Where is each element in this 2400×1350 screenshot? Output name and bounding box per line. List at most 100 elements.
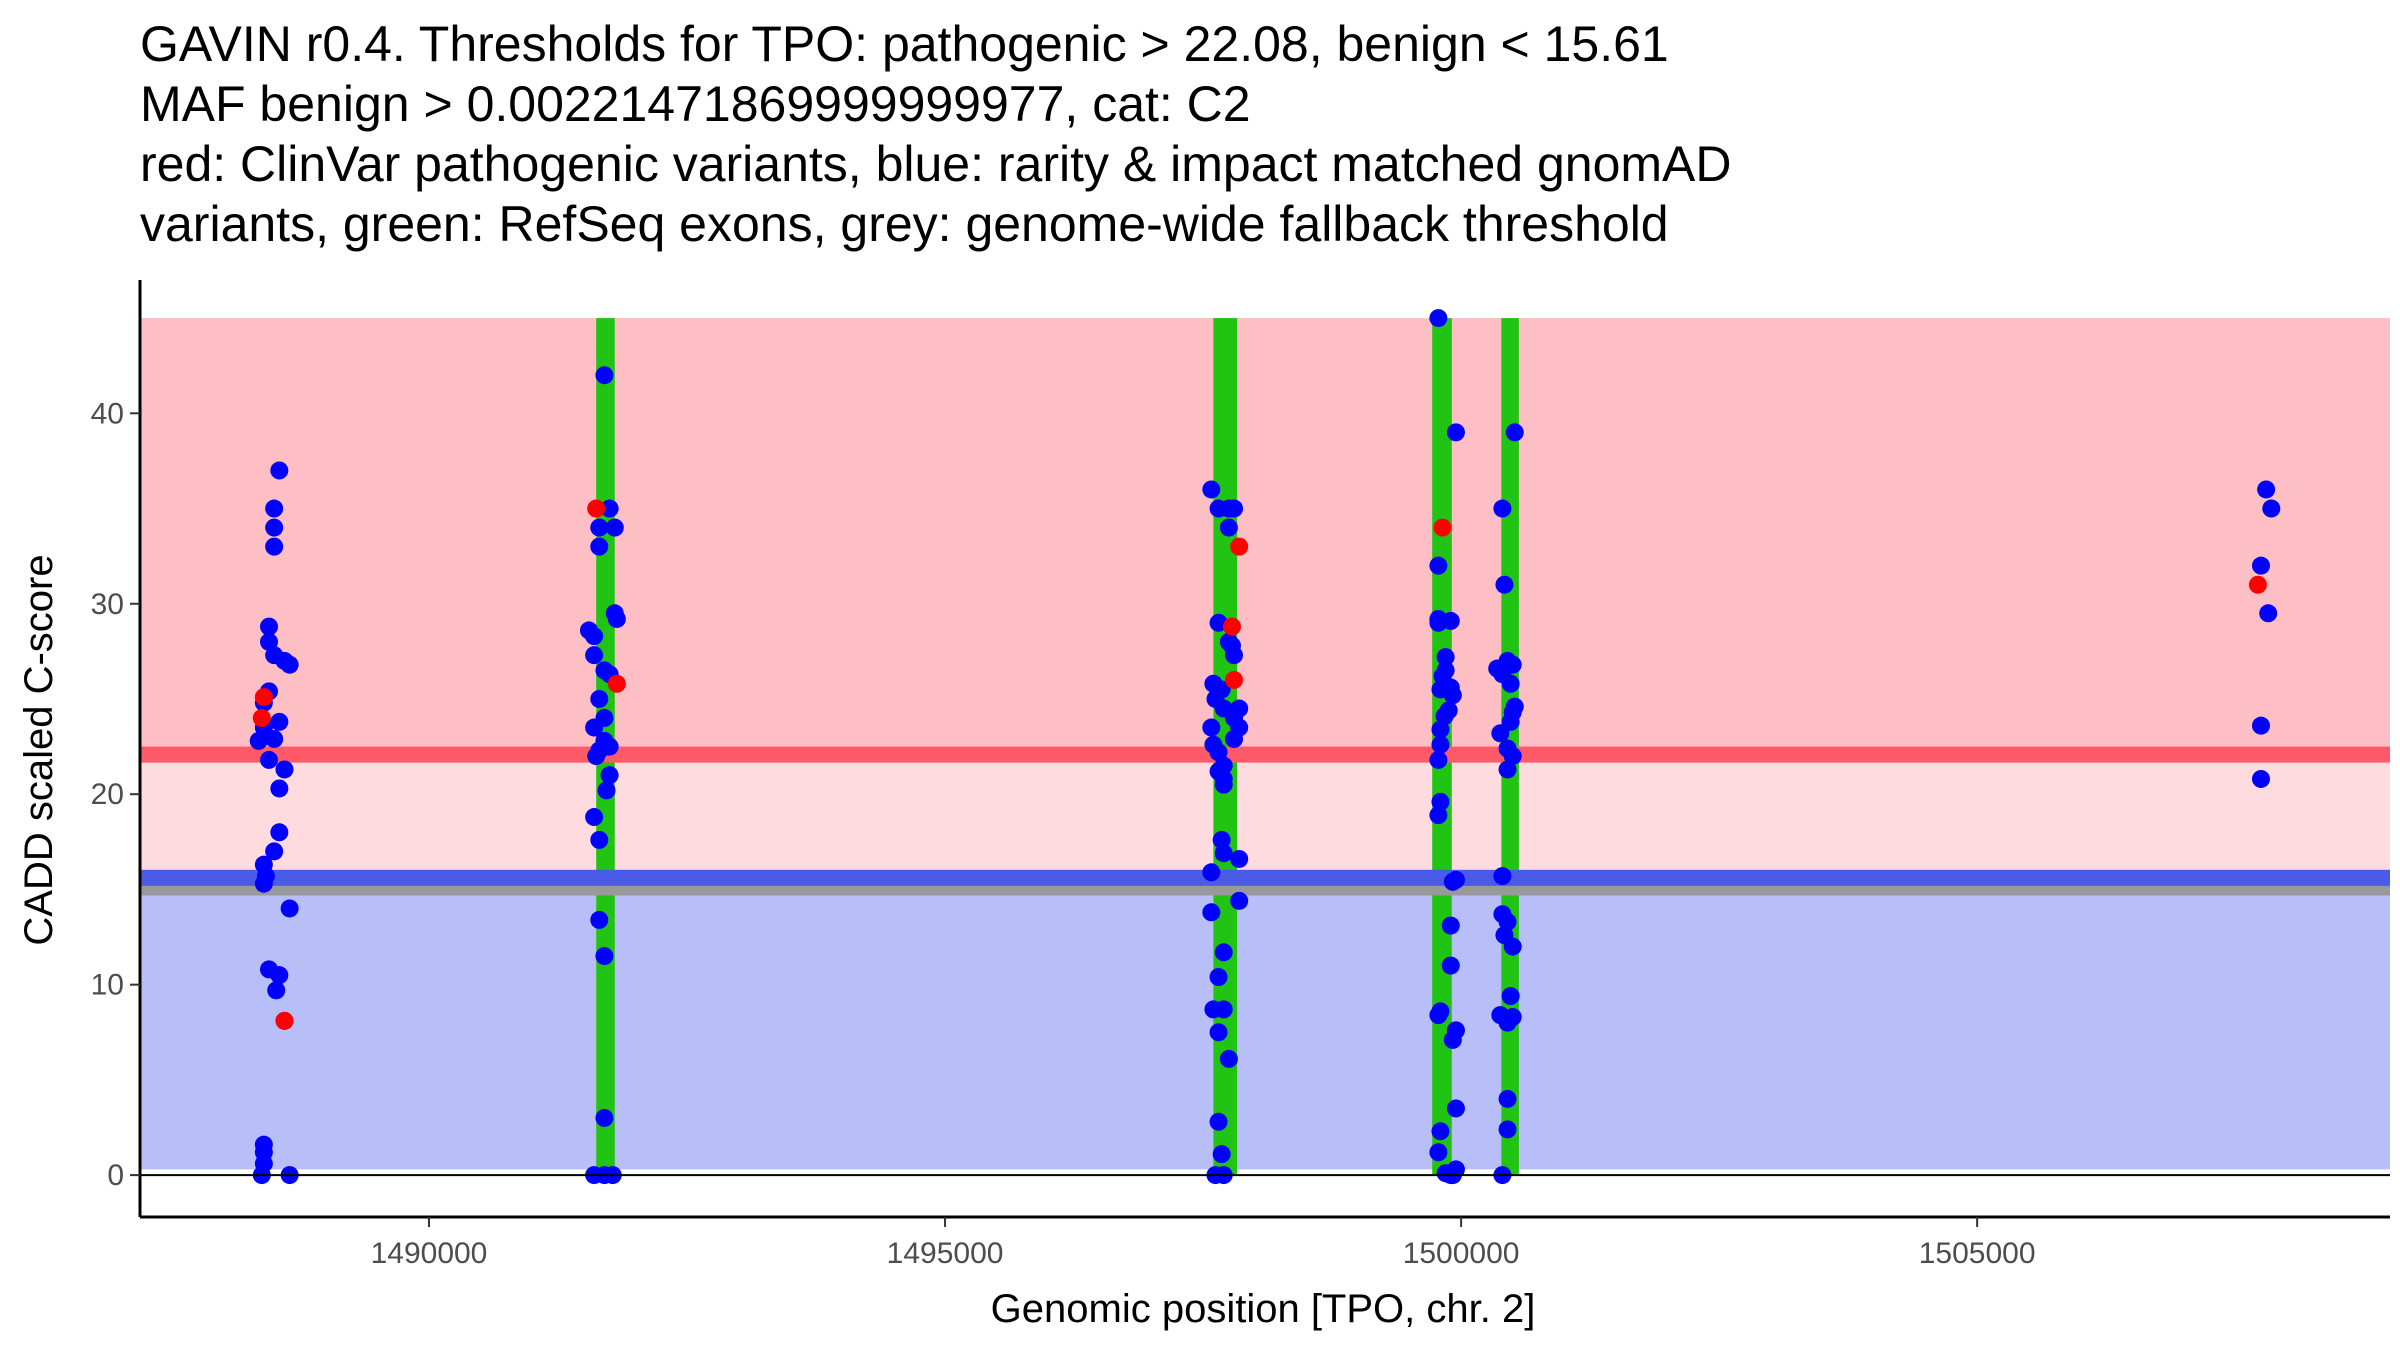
gnomad-variant-point	[1498, 1013, 1517, 1032]
threshold-lines	[140, 746, 2390, 896]
gnomad-variant-point	[2259, 604, 2278, 623]
gnomad-variant-point	[1441, 611, 1460, 630]
chart-title-line-4: variants, green: RefSeq exons, grey: gen…	[140, 196, 1669, 252]
gnomad-variant-point	[1429, 806, 1448, 825]
gnomad-variant-point	[605, 518, 624, 537]
gnomad-variant-point	[1501, 674, 1520, 693]
gnomad-variant-point	[1493, 499, 1512, 518]
gnomad-variant-point	[2251, 716, 2270, 735]
gnomad-variant-point	[1214, 844, 1233, 863]
gnomad-variant-point	[1446, 870, 1465, 889]
chart-title-line-2: MAF benign > 0.00221471869999999977, cat…	[140, 76, 1251, 132]
gnomad-variant-point	[585, 646, 604, 665]
pathogenic-threshold-line	[140, 746, 2390, 763]
y-tick-label: 40	[91, 397, 124, 430]
gnomad-variant-point	[1498, 1089, 1517, 1108]
gnomad-variant-point	[280, 899, 299, 918]
gnomad-variant-point	[1209, 1112, 1228, 1131]
gnomad-variant-point	[1431, 720, 1450, 739]
gnomad-variant-point	[2251, 769, 2270, 788]
gnomad-variant-point	[1498, 760, 1517, 779]
gnomad-variant-point	[1202, 863, 1221, 882]
gnomad-variant-point	[585, 627, 604, 646]
clinvar-variant-point	[275, 1011, 294, 1030]
gnomad-variant-point	[1505, 423, 1524, 442]
gnomad-variant-point	[1493, 867, 1512, 886]
clinvar-variant-point	[254, 688, 273, 707]
gnomad-variant-point	[1436, 661, 1455, 680]
gnomad-variant-point	[1501, 712, 1520, 731]
gnomad-variant-point	[265, 537, 284, 556]
clinvar-variant-point	[1225, 670, 1244, 689]
gnomad-variant-point	[595, 1108, 614, 1127]
gnomad-variant-point	[1503, 655, 1522, 674]
clinvar-variant-point	[1230, 537, 1249, 556]
gnomad-variant-point	[585, 808, 604, 827]
gnomad-variant-point	[595, 366, 614, 385]
gnomad-variant-point	[260, 750, 279, 769]
gnomad-variant-point	[265, 842, 284, 861]
gnomad-variant-point	[2257, 480, 2276, 499]
gnomad-variant-point	[1214, 943, 1233, 962]
gnomad-variant-point	[1446, 1099, 1465, 1118]
gnomad-variant-point	[1429, 1006, 1448, 1025]
gnomad-variant-point	[590, 830, 609, 849]
gnomad-variant-point	[600, 499, 619, 518]
gnomad-variant-point	[1491, 724, 1510, 743]
gnomad-variant-point	[590, 689, 609, 708]
clinvar-variant-point	[252, 709, 271, 728]
clinvar-variant-point	[1222, 617, 1241, 636]
gnomad-variant-point	[275, 760, 294, 779]
gnomad-variant-point	[607, 609, 626, 628]
gnomad-variant-point	[1214, 769, 1233, 788]
gnomad-variant-point	[590, 518, 609, 537]
y-axis-title: CADD scaled C-score	[17, 554, 61, 945]
x-tick-label: 1490000	[371, 1237, 488, 1270]
benign-threshold-line	[140, 869, 2390, 886]
gnomad-variant-point	[265, 729, 284, 748]
gnomad-variant-point	[1230, 699, 1249, 718]
gnomad-variant-point	[2251, 556, 2270, 575]
gnomad-variant-point	[1230, 849, 1249, 868]
gnomad-variant-point	[587, 747, 606, 766]
gnomad-variant-point	[270, 779, 289, 798]
gnomad-variant-point	[1498, 1120, 1517, 1139]
clinvar-variant-point	[607, 674, 626, 693]
gnomad-variant-point	[265, 518, 284, 537]
variant-points	[249, 309, 2281, 1185]
gnomad-variant-point	[1219, 1049, 1238, 1068]
gnomad-variant-point	[600, 737, 619, 756]
gnomad-variant-point	[260, 632, 279, 651]
fallback-threshold-line	[140, 883, 2390, 896]
gnomad-variant-point	[267, 981, 286, 1000]
gnomad-variant-point	[1431, 735, 1450, 754]
gnomad-variant-point	[256, 867, 275, 886]
gnomad-variant-point	[280, 655, 299, 674]
gnomad-variant-point	[1429, 556, 1448, 575]
gnomad-variant-point	[270, 712, 289, 731]
gnomad-variant-point	[1431, 792, 1450, 811]
gnomad-variant-point	[270, 823, 289, 842]
gnomad-variant-point	[270, 461, 289, 480]
gnomad-variant-point	[1202, 480, 1221, 499]
gnomad-variant-point	[585, 718, 604, 737]
x-axis-title: Genomic position [TPO, chr. 2]	[991, 1287, 1536, 1331]
gnomad-variant-point	[265, 499, 284, 518]
clinvar-variant-point	[587, 499, 606, 518]
gnomad-variant-point	[1446, 423, 1465, 442]
pathogenic-region	[140, 318, 2390, 755]
chart-title-line-3: red: ClinVar pathogenic variants, blue: …	[140, 136, 1732, 192]
clinvar-variant-point	[2248, 575, 2267, 594]
gnomad-variant-point	[1429, 750, 1448, 769]
x-tick-label: 1500000	[1403, 1237, 1520, 1270]
gnomad-variant-point	[1436, 648, 1455, 667]
intermediate-region	[140, 754, 2390, 878]
gnomad-variant-point	[1441, 956, 1460, 975]
gnomad-variant-point	[590, 537, 609, 556]
gnomad-variant-point	[600, 766, 619, 785]
gnomad-variant-point	[1495, 575, 1514, 594]
threshold-regions	[140, 318, 2390, 1170]
chart-title-line-1: GAVIN r0.4. Thresholds for TPO: pathogen…	[140, 16, 1669, 72]
gnomad-variant-point	[1222, 636, 1241, 655]
